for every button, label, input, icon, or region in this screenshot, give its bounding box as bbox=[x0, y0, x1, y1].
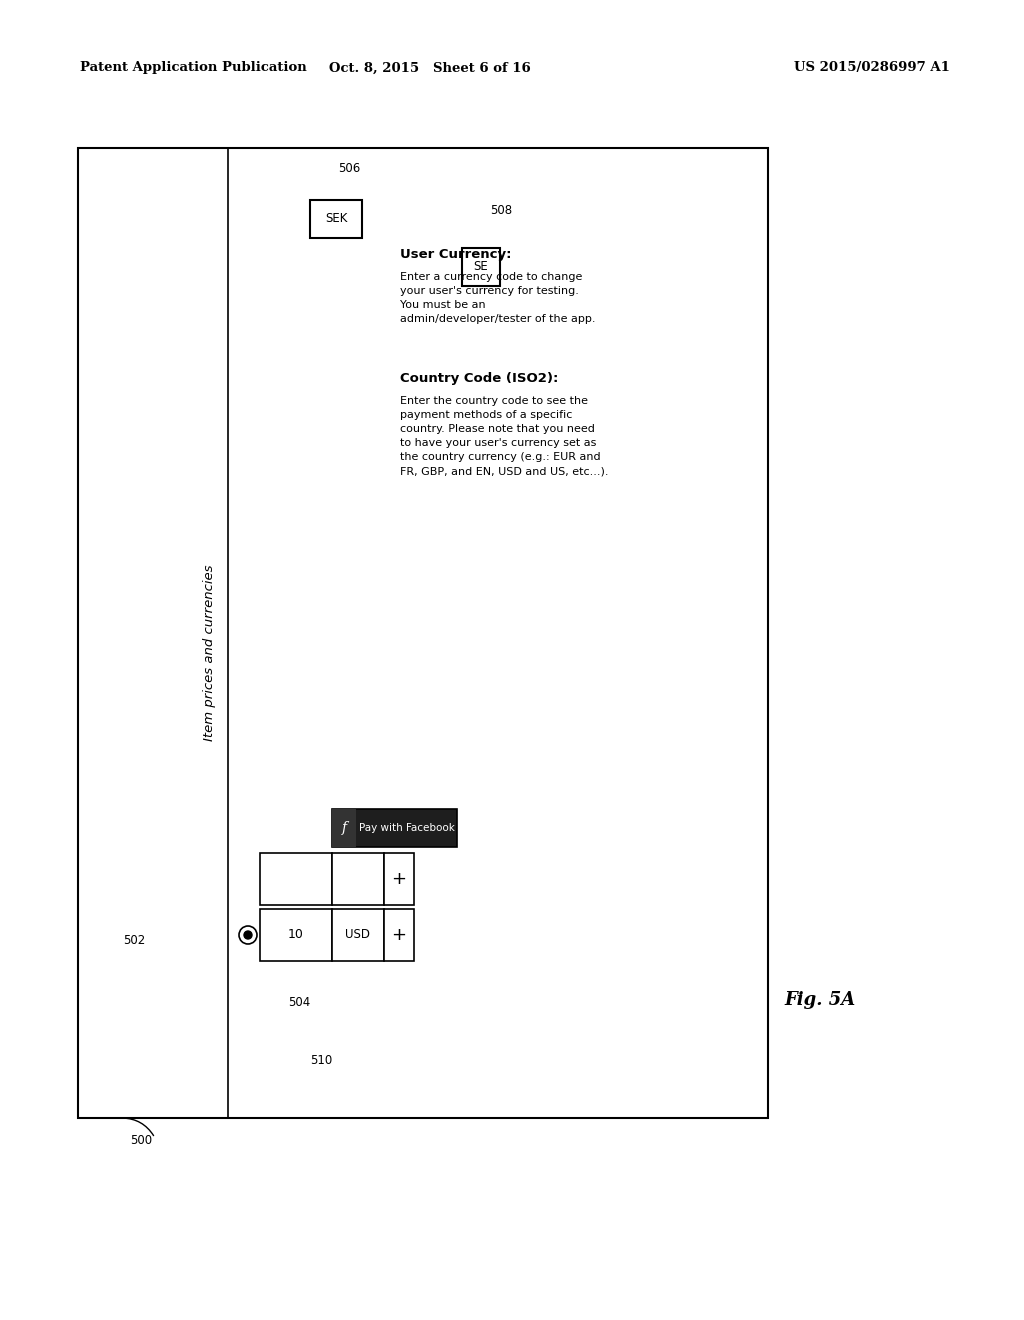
Text: SE: SE bbox=[474, 260, 488, 273]
Text: Enter a currency code to change
your user's currency for testing.
You must be an: Enter a currency code to change your use… bbox=[400, 272, 596, 323]
Text: Pay with Facebook: Pay with Facebook bbox=[358, 822, 455, 833]
FancyArrowPatch shape bbox=[123, 1118, 154, 1135]
Text: f: f bbox=[341, 821, 346, 836]
Bar bbox=[384, 853, 414, 906]
Bar bbox=[78, 148, 768, 1118]
FancyArrowPatch shape bbox=[150, 873, 188, 937]
FancyArrowPatch shape bbox=[480, 215, 487, 246]
Text: +: + bbox=[391, 870, 407, 888]
Bar bbox=[332, 909, 384, 961]
Text: Fig. 5A: Fig. 5A bbox=[784, 991, 856, 1008]
Text: SEK: SEK bbox=[325, 213, 347, 226]
Text: 500: 500 bbox=[130, 1134, 153, 1147]
Bar bbox=[384, 909, 414, 961]
Bar bbox=[462, 248, 500, 286]
Circle shape bbox=[244, 931, 252, 939]
Text: 10: 10 bbox=[288, 928, 304, 941]
Text: 506: 506 bbox=[338, 161, 360, 174]
Text: 502: 502 bbox=[123, 933, 145, 946]
Bar bbox=[332, 809, 457, 847]
Text: Item prices and currencies: Item prices and currencies bbox=[204, 565, 216, 742]
Bar bbox=[260, 909, 332, 961]
Text: US 2015/0286997 A1: US 2015/0286997 A1 bbox=[795, 62, 950, 74]
FancyArrowPatch shape bbox=[312, 961, 352, 998]
FancyArrowPatch shape bbox=[311, 1010, 377, 1056]
Text: 504: 504 bbox=[288, 995, 310, 1008]
Bar bbox=[332, 809, 356, 847]
Text: Oct. 8, 2015   Sheet 6 of 16: Oct. 8, 2015 Sheet 6 of 16 bbox=[329, 62, 530, 74]
Text: Country Code (ISO2):: Country Code (ISO2): bbox=[400, 372, 558, 385]
Text: 510: 510 bbox=[310, 1053, 332, 1067]
Text: USD: USD bbox=[345, 928, 371, 941]
Bar bbox=[332, 853, 384, 906]
Text: 508: 508 bbox=[490, 203, 512, 216]
Text: +: + bbox=[391, 927, 407, 944]
Bar bbox=[310, 201, 362, 238]
Text: Patent Application Publication: Patent Application Publication bbox=[80, 62, 307, 74]
Text: User Currency:: User Currency: bbox=[400, 248, 512, 261]
Bar bbox=[260, 853, 332, 906]
Text: Enter the country code to see the
payment methods of a specific
country. Please : Enter the country code to see the paymen… bbox=[400, 396, 608, 477]
